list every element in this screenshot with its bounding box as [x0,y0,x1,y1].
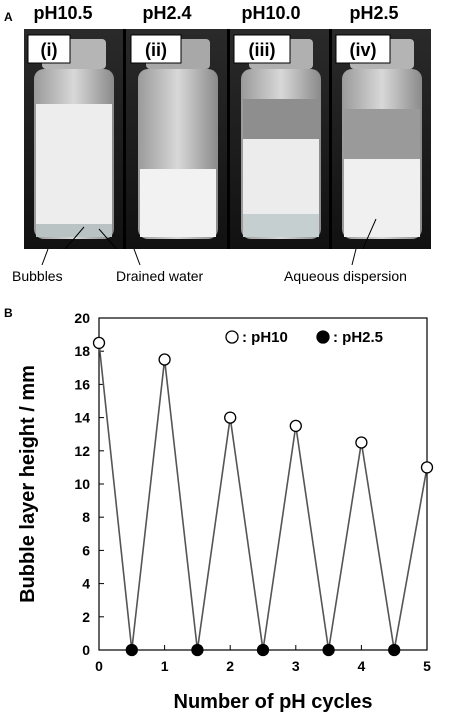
data-point-open [224,411,237,424]
vial-3-roman: (iii) [249,40,276,60]
plot-frame [98,317,428,651]
y-tick-label: 18 [74,343,90,359]
vial-3-ph-label: pH10.0 [241,3,301,23]
data-point-filled [256,643,270,657]
panel-a-label: A [4,10,13,24]
vial-2-roman: (ii) [145,40,167,60]
y-tick-label: 14 [74,410,90,426]
bubbles-annotation: Bubbles [12,268,63,284]
y-tick-label: 12 [74,443,90,459]
data-point-open [289,419,302,433]
vial-4-ph-label: pH2.5 [349,3,399,23]
y-tick-label: 4 [82,576,90,592]
y-axis-label: Bubble layer height / mm [17,365,39,603]
vial-3-image [241,39,321,239]
x-tick-label: 2 [226,658,234,674]
vial-4-roman: (iv) [350,40,377,60]
bubbles-leader-line [64,226,85,249]
drained-water-annotation: Drained water [116,268,204,284]
data-point-filled [322,643,335,657]
y-tick-label: 8 [82,509,90,525]
drained-leader-line [98,228,118,249]
x-tick-label: 4 [358,658,366,674]
vials-photograph: (i) (ii) (iii) (iv) [24,29,431,249]
vial-2-image [138,39,218,239]
data-point-open [92,336,106,350]
vial-1-roman: (i) [41,40,58,60]
y-tick-label: 0 [82,642,90,658]
data-point-open [158,353,171,366]
data-point-open [355,436,368,449]
legend-open-marker [225,330,239,344]
vial-2-ph-label: pH2.4 [142,3,192,23]
y-tick-label: 6 [82,542,90,558]
aqueous-dispersion-annotation: Aqueous dispersion [284,268,407,284]
data-point-filled [125,643,138,657]
x-axis-label: Number of pH cycles [174,691,373,713]
legend-label-ph10: : pH10 [242,329,288,346]
vial-1-image [34,39,114,239]
x-tick-label: 5 [423,658,431,674]
data-point-open [420,461,434,474]
y-tick-label: 16 [74,376,90,392]
data-point-filled [191,643,204,657]
data-point-filled [388,643,401,657]
y-tick-label: 2 [82,609,90,625]
panel-b-label: B [4,306,13,320]
y-tick-label: 10 [74,476,90,492]
y-tick-label: 20 [74,310,90,326]
x-tick-label: 0 [95,658,103,674]
vial-4-image [342,39,422,239]
vial-1-ph-label: pH10.5 [33,3,93,23]
legend-label-ph25: : pH2.5 [333,329,383,346]
x-tick-label: 1 [161,658,169,674]
legend-filled-marker [316,330,330,344]
series-line [98,342,428,651]
aqueous-leader-line [362,218,377,249]
x-tick-label: 3 [292,658,300,674]
